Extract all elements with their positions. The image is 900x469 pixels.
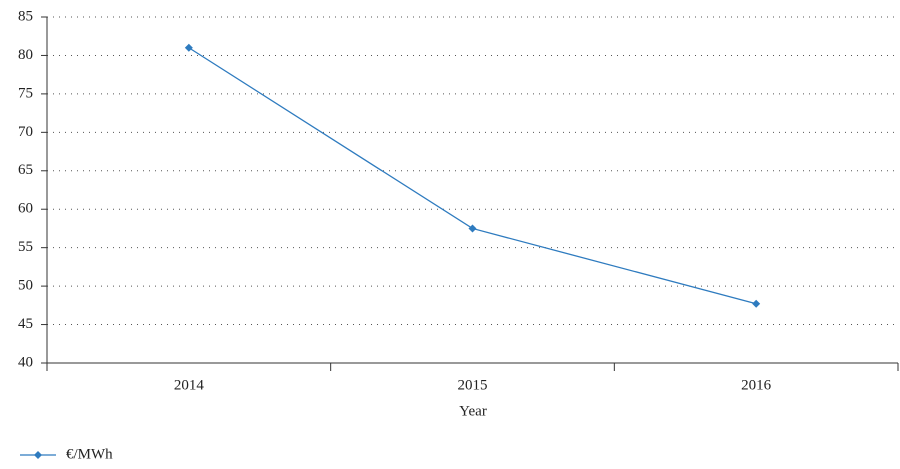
y-tick-label: 75: [18, 85, 33, 101]
point: [752, 299, 761, 308]
x-tick-label: 2015: [458, 377, 488, 393]
series-line: [188, 47, 757, 305]
y-tick-label: 80: [18, 47, 33, 63]
x-axis-label: Year: [459, 403, 487, 419]
y-tick-label: 50: [18, 278, 33, 294]
y-tick-label: 60: [18, 201, 33, 217]
x-tick-label: 2014: [174, 377, 205, 393]
y-tick-label: 40: [18, 354, 33, 370]
legend-marker: [34, 451, 42, 459]
y-tick-label: 65: [18, 162, 33, 178]
x-tick-label: 2016: [741, 377, 772, 393]
legend-label: €/MWh: [66, 446, 113, 462]
y-tick-label: 85: [18, 8, 33, 24]
point: [184, 43, 193, 52]
y-tick-label: 70: [18, 124, 33, 140]
y-tick-label: 55: [18, 239, 33, 255]
point: [468, 224, 477, 233]
y-tick-label: 45: [18, 316, 33, 332]
